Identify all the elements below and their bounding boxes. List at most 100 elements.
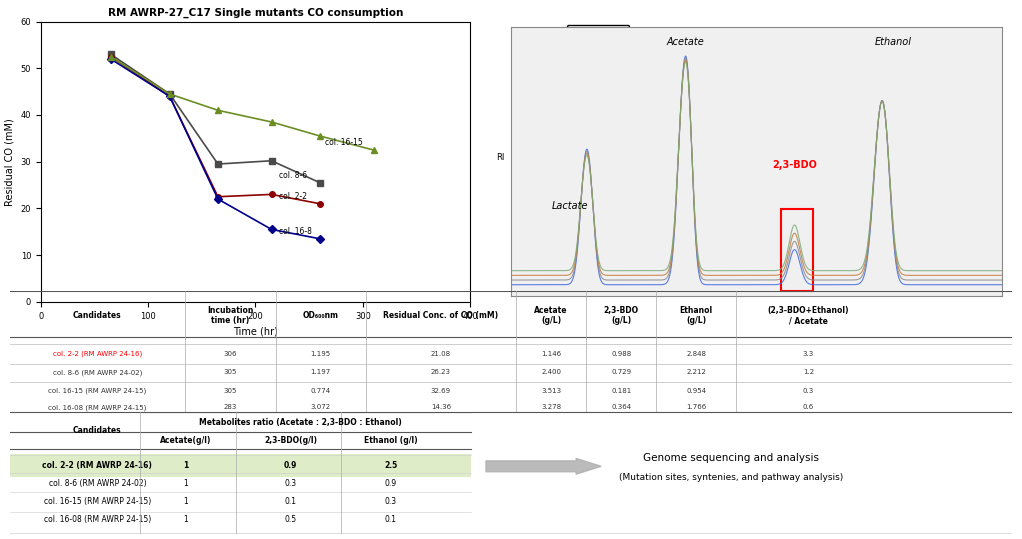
col.16-15: [212, 107, 224, 114]
Text: 0.3: 0.3: [803, 388, 815, 393]
Text: Acetate: Acetate: [666, 37, 704, 46]
col. 2-2: [104, 53, 117, 60]
Text: 26.23: 26.23: [431, 369, 451, 375]
col.16-8: [164, 93, 176, 100]
Text: col. 16-08 (RM AWRP 24-15): col. 16-08 (RM AWRP 24-15): [44, 515, 151, 524]
Text: col. 2-2: col. 2-2: [279, 192, 307, 201]
Text: 1.2: 1.2: [803, 369, 815, 375]
Text: 1: 1: [183, 479, 188, 488]
col.16-15: [368, 147, 380, 153]
Text: Residual Conc. of CO (mM): Residual Conc. of CO (mM): [383, 311, 499, 320]
col. 2-2: [212, 194, 224, 200]
Text: 2,3-BDO
(g/L): 2,3-BDO (g/L): [604, 306, 639, 325]
Line: col. 2-2: col. 2-2: [108, 54, 323, 206]
Text: 0.3: 0.3: [284, 479, 296, 488]
Text: Incubation
time (hr): Incubation time (hr): [207, 306, 253, 325]
col.16-15: [266, 119, 278, 125]
Text: 0.6: 0.6: [803, 404, 815, 411]
Line: col.16-15: col.16-15: [108, 54, 376, 153]
Text: 2.212: 2.212: [687, 369, 706, 375]
Text: 305: 305: [224, 369, 237, 375]
Text: 3.278: 3.278: [541, 404, 561, 411]
Text: 1.146: 1.146: [541, 351, 561, 357]
Text: 3.072: 3.072: [311, 404, 331, 411]
Text: 0.954: 0.954: [687, 388, 706, 393]
Text: 1.197: 1.197: [311, 369, 331, 375]
Text: 2.848: 2.848: [687, 351, 706, 357]
Text: col. 16-15: col. 16-15: [325, 139, 363, 147]
col. 2-2: [266, 191, 278, 198]
col. 8-6: [104, 51, 117, 58]
Legend: col. 8-6, col. 2-2, col.16-8, col.16-15: col. 8-6, col. 2-2, col.16-8, col.16-15: [566, 25, 630, 79]
Text: 32.69: 32.69: [431, 388, 451, 393]
Text: 3.513: 3.513: [541, 388, 561, 393]
Text: 1: 1: [183, 461, 188, 469]
Line: col. 8-6: col. 8-6: [108, 52, 323, 185]
Text: 0.3: 0.3: [384, 497, 397, 506]
Text: 1: 1: [183, 497, 188, 506]
Text: Candidates: Candidates: [73, 311, 122, 320]
Bar: [781, 209, 812, 291]
Text: 306: 306: [224, 351, 237, 357]
Text: 21.08: 21.08: [431, 351, 451, 357]
Text: 0.9: 0.9: [284, 461, 297, 469]
FancyBboxPatch shape: [10, 454, 471, 477]
col. 8-6: [212, 161, 224, 167]
Text: 1: 1: [183, 515, 188, 524]
Text: 1.766: 1.766: [686, 404, 706, 411]
Y-axis label: Residual CO (mM): Residual CO (mM): [5, 118, 15, 205]
Text: 2.400: 2.400: [541, 369, 561, 375]
Text: 0.774: 0.774: [311, 388, 331, 393]
Line: col.16-8: col.16-8: [108, 56, 323, 241]
Text: 2.5: 2.5: [384, 461, 398, 469]
Text: 0.1: 0.1: [385, 515, 397, 524]
Text: 0.5: 0.5: [284, 515, 296, 524]
Title: RM AWRP-27_C17 Single mutants CO consumption: RM AWRP-27_C17 Single mutants CO consump…: [107, 8, 404, 18]
Text: 0.9: 0.9: [384, 479, 397, 488]
Text: 0.1: 0.1: [285, 497, 296, 506]
col. 2-2: [314, 201, 326, 207]
Text: 0.181: 0.181: [611, 388, 632, 393]
X-axis label: Time (hr): Time (hr): [233, 326, 278, 336]
col.16-15: [314, 133, 326, 139]
Text: (Mutation sites, syntenies, and pathway analysis): (Mutation sites, syntenies, and pathway …: [619, 473, 843, 482]
Text: Acetate
(g/L): Acetate (g/L): [535, 306, 568, 325]
Text: col. 16-8: col. 16-8: [279, 227, 312, 236]
Text: Lactate: Lactate: [552, 201, 588, 211]
Text: col. 8-6: col. 8-6: [279, 171, 308, 180]
col. 8-6: [266, 157, 278, 164]
Text: col. 16-15 (RM AWRP 24-15): col. 16-15 (RM AWRP 24-15): [48, 387, 146, 394]
Text: 3.3: 3.3: [803, 351, 815, 357]
col.16-15: [104, 53, 117, 60]
Text: col. 2-2 (RM AWRP 24-16): col. 2-2 (RM AWRP 24-16): [53, 351, 142, 357]
col.16-8: [266, 226, 278, 233]
Y-axis label: RI: RI: [496, 153, 504, 162]
Text: (2,3-BDO+Ethanol)
/ Acetate: (2,3-BDO+Ethanol) / Acetate: [768, 306, 849, 325]
Text: 305: 305: [224, 388, 237, 393]
Text: Acetate(g/l): Acetate(g/l): [159, 436, 212, 445]
Text: Ethanol
(g/L): Ethanol (g/L): [680, 306, 713, 325]
col.16-8: [104, 56, 117, 62]
Text: Ethanol (g/l): Ethanol (g/l): [364, 436, 418, 445]
col.16-8: [212, 196, 224, 202]
Text: Candidates: Candidates: [73, 426, 122, 435]
Text: Ethanol: Ethanol: [875, 37, 913, 46]
Text: Metabolites ratio (Acetate : 2,3-BDO : Ethanol): Metabolites ratio (Acetate : 2,3-BDO : E…: [199, 418, 402, 426]
Text: col. 8-6 (RM AWRP 24-02): col. 8-6 (RM AWRP 24-02): [48, 479, 146, 488]
col.16-8: [314, 236, 326, 242]
Text: 14.36: 14.36: [431, 404, 451, 411]
col. 2-2: [164, 93, 176, 100]
Text: 2,3-BDO: 2,3-BDO: [772, 160, 817, 170]
Text: 0.364: 0.364: [611, 404, 632, 411]
col. 8-6: [164, 91, 176, 97]
Text: col. 16-08 (RM AWRP 24-15): col. 16-08 (RM AWRP 24-15): [48, 404, 146, 411]
Text: 0.729: 0.729: [611, 369, 632, 375]
Text: 2,3-BDO(g/l): 2,3-BDO(g/l): [264, 436, 317, 445]
Text: 0.988: 0.988: [611, 351, 632, 357]
col.16-15: [164, 91, 176, 97]
Text: 283: 283: [224, 404, 237, 411]
Text: col. 16-15 (RM AWRP 24-15): col. 16-15 (RM AWRP 24-15): [44, 497, 151, 506]
Text: 1.195: 1.195: [311, 351, 331, 357]
Text: col. 8-6 (RM AWRP 24-02): col. 8-6 (RM AWRP 24-02): [53, 369, 142, 376]
col. 8-6: [314, 179, 326, 186]
